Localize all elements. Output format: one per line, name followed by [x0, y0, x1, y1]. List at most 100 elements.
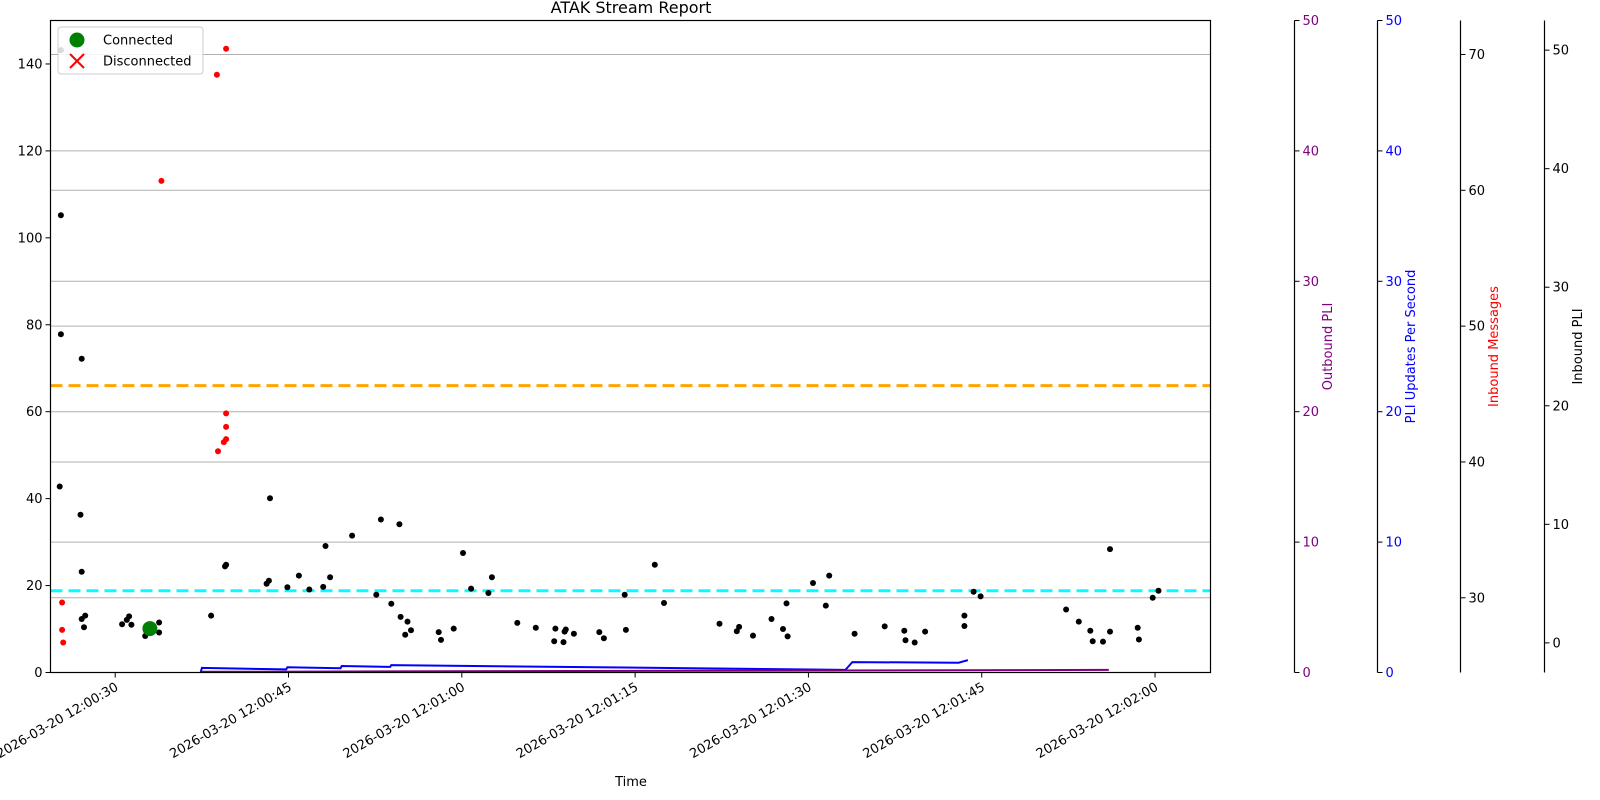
black-data-point [81, 624, 87, 631]
black-data-point [961, 612, 968, 619]
red-data-point [158, 177, 165, 184]
black-data-point [460, 550, 466, 556]
black-data-point [396, 521, 403, 528]
legend-box [57, 26, 204, 75]
inbound_messages-tick-label: 70 [1469, 48, 1486, 63]
black-data-point [851, 630, 858, 637]
black-data-point [961, 623, 968, 629]
outbound_pli-tick-label: 30 [1303, 275, 1320, 290]
black-data-point [651, 561, 658, 568]
x-tick-label: 2026-03-20 12:01:30 [687, 680, 814, 762]
black-data-point [156, 629, 163, 636]
y-tick-label: 100 [18, 231, 43, 246]
outbound_pli-tick-label: 20 [1303, 405, 1320, 420]
black-data-point [485, 590, 492, 596]
chart-title: ATAK Stream Report [551, 0, 712, 17]
black-data-point [377, 516, 384, 523]
black-data-point [911, 639, 918, 646]
black-data-point [267, 495, 273, 502]
x-tick-label: 2026-03-20 12:00:30 [0, 680, 121, 762]
outbound_pli-tick-label: 40 [1303, 144, 1320, 159]
pli_rate-tick-label: 30 [1386, 275, 1403, 290]
red-data-point [223, 436, 230, 443]
left-axis: 0 20 40 60 80 100 120 140 [18, 57, 51, 681]
black-data-point [1089, 638, 1096, 645]
black-data-point [1155, 587, 1162, 594]
pli_rate-tick-label: 0 [1386, 666, 1394, 681]
black-data-point [1100, 638, 1106, 645]
red-data-point [223, 410, 230, 417]
red-data-point [223, 423, 230, 430]
black-data-point [78, 568, 85, 575]
black-data-point [1107, 628, 1113, 635]
inbound_messages-tick-label: 40 [1469, 455, 1486, 470]
legend: Connected Disconnected [57, 26, 204, 75]
inbound_pli-axis-label: Inbound PLI [1571, 308, 1586, 384]
outbound_pli-tick-label: 50 [1303, 14, 1320, 29]
inbound_pli-tick-label: 40 [1553, 162, 1570, 177]
black-data-point [822, 602, 829, 609]
red-data-point [60, 639, 67, 646]
inbound_messages-tick-label: 50 [1469, 320, 1486, 335]
black-data-point [56, 483, 63, 490]
red-data-point [59, 626, 66, 633]
black-data-point [716, 620, 723, 627]
black-data-point [1087, 627, 1094, 634]
y-tick-label: 20 [26, 579, 43, 594]
black-data-point [600, 635, 607, 642]
black-data-point [1063, 606, 1070, 613]
black-data-point [119, 621, 126, 628]
x-tick-label: 2026-03-20 12:02:00 [1034, 680, 1161, 762]
black-data-point [1107, 546, 1113, 553]
black-data-point [408, 627, 414, 634]
black-data-point [57, 331, 64, 338]
plot-frame [49, 19, 1212, 674]
black-data-point [128, 621, 135, 628]
black-data-point [902, 637, 909, 644]
inbound_messages-tick-label: 60 [1469, 184, 1486, 199]
black-data-point [784, 633, 791, 640]
black-data-point [1135, 636, 1142, 643]
pli_rate-tick-label: 20 [1386, 405, 1403, 420]
black-data-point [560, 639, 567, 646]
black-data-point [450, 625, 457, 632]
black-data-point [208, 612, 215, 619]
legend-connected-marker [69, 32, 85, 48]
black-data-point [349, 532, 356, 539]
red-data-point [215, 448, 221, 455]
pli_rate-tick-label: 40 [1386, 144, 1403, 159]
red-data-point [59, 599, 66, 606]
black-data-point [373, 591, 380, 598]
black-data-point [468, 585, 475, 592]
black-data-point [750, 632, 756, 639]
outbound_pli-tick-label: 0 [1303, 666, 1311, 681]
black-data-point [320, 583, 327, 590]
black-data-point [322, 543, 329, 549]
reference-lines [50, 384, 1211, 593]
outbound_pli-line [201, 668, 1109, 673]
black-data-point [551, 638, 558, 645]
black-data-point [901, 627, 908, 634]
black-data-point [404, 618, 411, 625]
y-tick-label: 60 [26, 405, 43, 420]
x-tick-label: 2026-03-20 12:00:45 [167, 680, 294, 762]
y-tick-label: 80 [26, 318, 43, 333]
y-tick-label: 140 [18, 57, 43, 72]
black-data-point [77, 511, 84, 518]
black-data-point [562, 626, 569, 633]
rate-lines [199, 659, 1109, 673]
black-data-point [621, 591, 628, 598]
legend-disconnected-label: Disconnected [103, 55, 191, 70]
black-data-point [622, 626, 629, 633]
black-data-point [488, 574, 495, 581]
inbound_pli-tick-label: 10 [1553, 518, 1570, 533]
black-data-point [306, 586, 313, 593]
inbound_pli-tick-label: 50 [1553, 44, 1570, 59]
outbound_pli-tick-label: 10 [1303, 536, 1320, 551]
black-data-point [1134, 624, 1141, 631]
black-data-point [156, 619, 163, 626]
inbound_messages-tick-label: 30 [1469, 591, 1486, 606]
black-data-point [397, 613, 404, 620]
black-data-point [1075, 618, 1082, 625]
